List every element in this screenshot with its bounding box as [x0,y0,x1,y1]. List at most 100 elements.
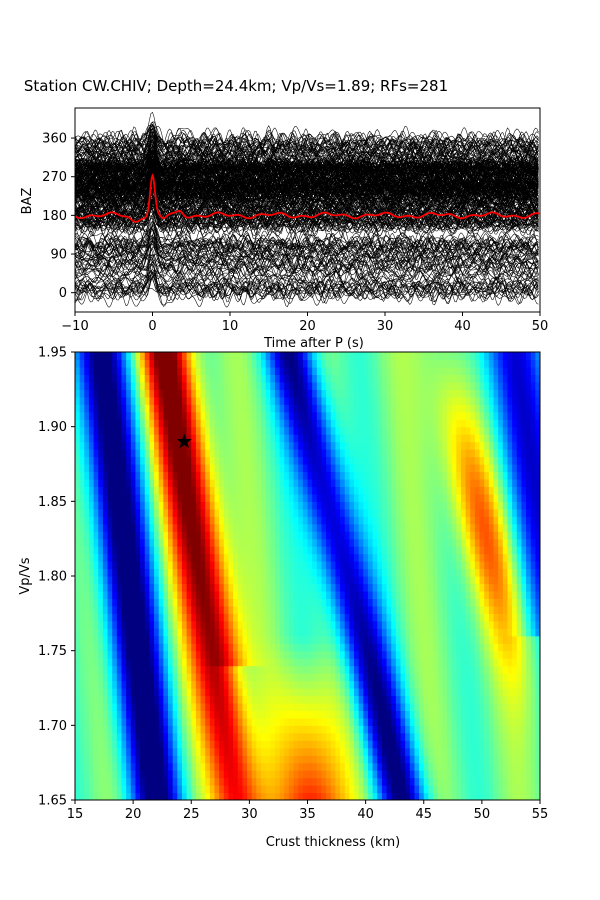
heatmap-cell [442,665,448,674]
heatmap-cell [107,598,113,607]
heatmap-cell [107,740,113,749]
heatmap-cell [474,493,481,502]
heatmap-cell [261,538,267,547]
heatmap-cell [381,635,388,644]
heatmap-cell [298,770,304,779]
heatmap-cell [126,493,132,502]
heatmap-cell [261,658,267,667]
heatmap-cell [284,620,290,629]
heatmap-cell [261,553,267,562]
heatmap-cell [395,538,402,547]
heatmap-cell [79,650,85,659]
heatmap-cell [135,747,141,756]
heatmap-cell [451,576,457,585]
heatmap-cell [168,583,174,592]
heatmap-cell [321,680,327,689]
heatmap-cell [116,449,123,458]
heatmap-cell [521,702,527,711]
heatmap-cell [326,673,332,682]
heatmap-cell [400,658,406,667]
heatmap-cell [535,747,540,756]
heatmap-cell [214,605,220,614]
heatmap-cell [354,762,360,771]
heatmap-cell [330,755,336,764]
heatmap-cell [409,456,416,465]
heatmap-cell [405,568,411,577]
heatmap-cell [400,643,406,652]
heatmap-cell [256,665,262,674]
heatmap-cell [447,576,453,585]
heatmap-cell [140,628,146,637]
heatmap-cell [107,464,113,473]
heatmap-cell [474,583,481,592]
heatmap-cell [200,546,206,555]
heatmap-cell [419,598,425,607]
heatmap-cell [405,725,411,734]
heatmap-cell [200,695,206,704]
heatmap-cell [75,486,81,495]
heatmap-cell [223,561,230,570]
heatmap-cell [228,673,234,682]
heatmap-cell [256,770,262,779]
heatmap-cell [261,501,267,510]
heatmap-cell [228,598,234,607]
heatmap-cell [116,717,123,726]
heatmap-cell [405,650,411,659]
heatmap-cell [335,576,341,585]
heatmap-cell [195,471,202,480]
heatmap-cell [219,755,225,764]
heatmap-cell [302,658,309,667]
heatmap-cell [419,478,425,487]
heatmap-cell [493,456,499,465]
heatmap-cell [530,590,536,599]
heatmap-cell [354,576,360,585]
heatmap-cell [479,673,485,682]
heatmap-cell [247,531,253,540]
heatmap-cell [367,546,374,555]
heatmap-cell [270,762,276,771]
heatmap-cell [474,747,481,756]
heatmap-cell [433,717,439,726]
heatmap-cell [530,486,536,495]
heatmap-cell [191,710,197,719]
heatmap-cell [307,576,313,585]
heatmap-cell [288,792,295,800]
heatmap-cell [326,710,332,719]
heatmap-cell [172,568,178,577]
heatmap-cell [512,508,518,517]
heatmap-cell [121,478,127,487]
heatmap-cell [414,792,420,800]
heatmap-cell [302,478,309,487]
heatmap-cell [447,605,453,614]
heatmap-cell [451,740,457,749]
heatmap-cell [330,785,336,794]
heatmap-cell [507,620,513,629]
heatmap-cell [535,695,540,704]
heatmap-cell [354,493,360,502]
heatmap-cell [344,665,350,674]
heatmap-cell [79,755,85,764]
heatmap-cell [302,613,309,622]
heatmap-cell [479,486,485,495]
heatmap-cell [181,493,188,502]
heatmap-cell [102,620,109,629]
heatmap-cell [516,471,522,480]
heatmap-cell [144,688,150,697]
heatmap-cell [261,508,267,517]
heatmap-cell [256,464,262,473]
heatmap-cell [405,449,411,458]
heatmap-cell [177,486,183,495]
heatmap-cell [507,590,513,599]
heatmap-cell [88,680,95,689]
heatmap-cell [144,717,150,726]
heatmap-cell [121,673,127,682]
heatmap-cell [181,471,188,480]
heatmap-cell [205,531,211,540]
heatmap-cell [484,531,490,540]
heatmap-cell [326,755,332,764]
heatmap-cell [414,635,420,644]
heatmap-cell [200,598,206,607]
heatmap-cell [144,770,150,779]
heatmap-cell [293,770,299,779]
heatmap-cell [451,456,457,465]
